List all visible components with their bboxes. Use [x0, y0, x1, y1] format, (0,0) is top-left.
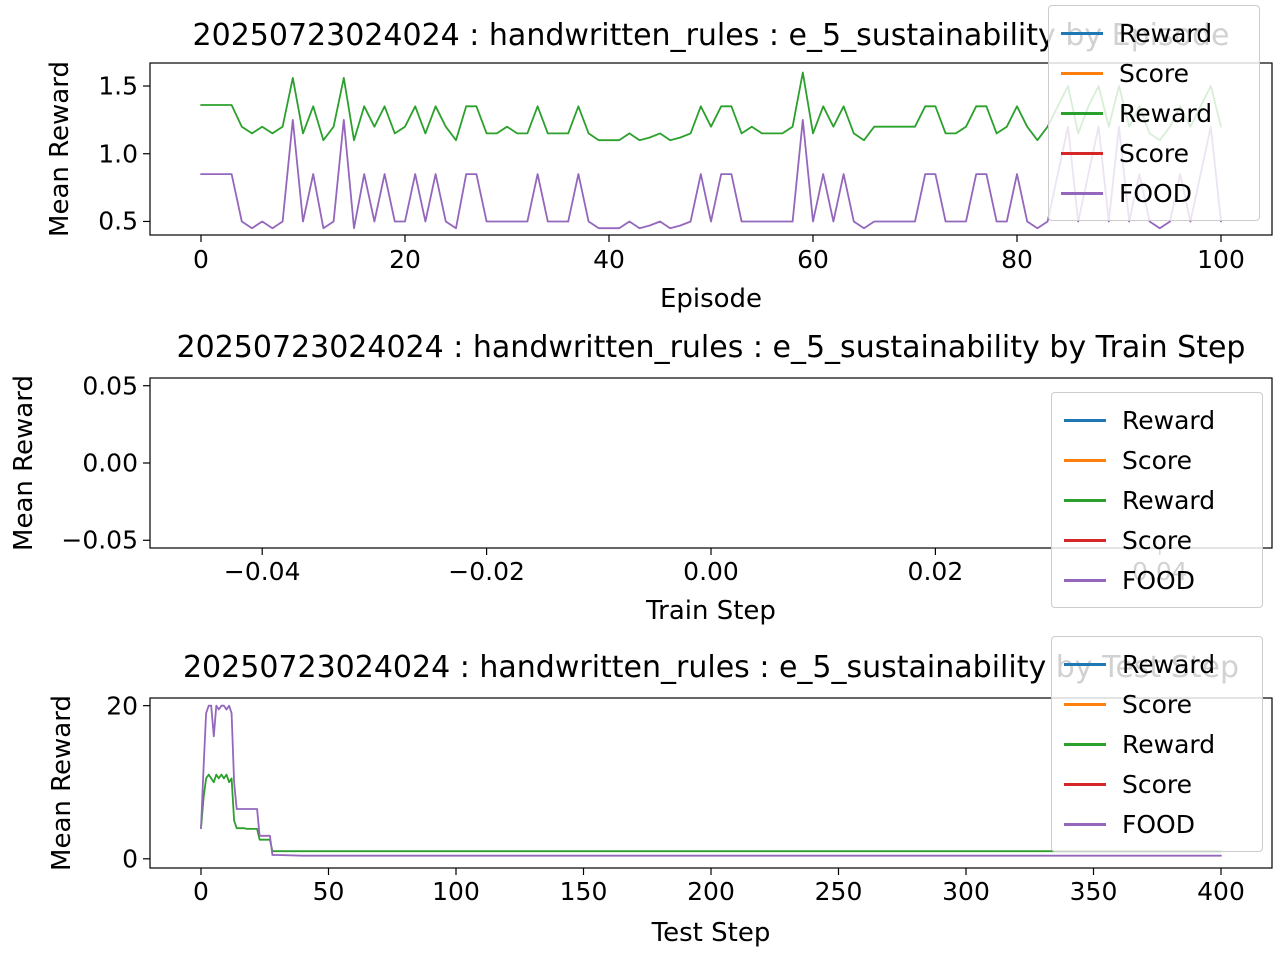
legend-item: Reward: [1064, 400, 1250, 440]
legend-item: FOOD: [1064, 560, 1250, 600]
legend-line-icon: [1064, 742, 1106, 746]
y-tick-label: −0.05: [61, 525, 138, 555]
y-axis-label: Mean Reward: [9, 375, 39, 551]
x-tick-label: 300: [942, 877, 990, 906]
x-tick-label: 0: [193, 245, 209, 274]
y-tick-label: 0: [122, 844, 138, 874]
legend-item: FOOD: [1061, 173, 1247, 213]
legend-item: Score: [1061, 133, 1247, 173]
legend-item: Score: [1064, 764, 1250, 804]
legend-label: Score: [1122, 689, 1193, 719]
legend-line-icon: [1064, 702, 1106, 706]
legend: Reward Score Reward Score FOOD: [1051, 392, 1263, 608]
legend-label: FOOD: [1122, 809, 1195, 839]
legend-label: Reward: [1122, 649, 1216, 679]
legend-label: Reward: [1122, 405, 1216, 435]
legend-item: FOOD: [1064, 804, 1250, 844]
legend-item: Reward: [1064, 644, 1250, 684]
legend-line-icon: [1061, 151, 1103, 155]
x-tick-label: 100: [1197, 245, 1245, 274]
legend-label: Score: [1119, 138, 1190, 168]
legend-label: FOOD: [1119, 178, 1192, 208]
legend-item: Score: [1064, 440, 1250, 480]
x-tick-label: −0.02: [448, 557, 525, 586]
x-tick-label: 0.02: [907, 557, 964, 586]
y-axis-label: Mean Reward: [45, 61, 75, 237]
legend-item: Reward: [1064, 480, 1250, 520]
x-tick-label: 50: [312, 877, 345, 906]
legend-item: Reward: [1061, 93, 1247, 133]
legend-label: Reward: [1119, 18, 1213, 48]
plot-area-2: [143, 697, 1273, 875]
legend-line-icon: [1064, 578, 1106, 582]
axes-frame: [149, 62, 1273, 236]
legend-line-icon: [1061, 111, 1103, 115]
x-axis-label: Episode: [659, 284, 763, 314]
legend-item: Score: [1064, 520, 1250, 560]
legend-label: Score: [1122, 769, 1193, 799]
legend-item: Score: [1061, 53, 1247, 93]
y-axis-label: Mean Reward: [47, 695, 77, 871]
x-tick-label: 350: [1069, 877, 1118, 906]
y-tick-label: 0.05: [82, 371, 138, 401]
legend-label: Score: [1119, 58, 1190, 88]
series-line-food: [200, 704, 1222, 857]
legend-line-icon: [1061, 191, 1103, 195]
chart-title: 20250723024024 : handwritten_rules : e_5…: [176, 330, 1246, 365]
legend-item: Score: [1064, 684, 1250, 724]
x-axis-label: Train Step: [646, 596, 776, 626]
x-tick-label: 150: [559, 877, 608, 906]
legend-label: Reward: [1122, 485, 1216, 515]
legend-line-icon: [1064, 498, 1106, 502]
y-tick-label: 1.5: [98, 71, 138, 101]
x-axis-label: Test Step: [651, 918, 771, 948]
x-tick-label: 0.00: [683, 557, 739, 586]
x-tick-label: 400: [1197, 877, 1245, 906]
x-tick-label: 100: [432, 877, 480, 906]
legend-label: Reward: [1122, 729, 1216, 759]
legend-line-icon: [1061, 71, 1103, 75]
x-tick-label: 20: [389, 245, 421, 274]
legend-item: Reward: [1064, 724, 1250, 764]
x-tick-label: 80: [1001, 245, 1033, 274]
legend-line-icon: [1064, 782, 1106, 786]
legend-label: FOOD: [1122, 565, 1195, 595]
x-tick-label: 60: [797, 245, 829, 274]
legend-label: Score: [1122, 525, 1193, 555]
legend-line-icon: [1064, 822, 1106, 826]
x-tick-label: 200: [687, 877, 735, 906]
legend-line-icon: [1064, 418, 1106, 422]
x-tick-label: 40: [593, 245, 625, 274]
series-line-reward: [200, 773, 1222, 853]
y-tick-label: 1.0: [98, 139, 138, 169]
legend: Reward Score Reward Score FOOD: [1048, 5, 1260, 221]
x-tick-label: −0.04: [223, 557, 301, 586]
x-tick-label: 0: [193, 877, 209, 906]
x-tick-label: 250: [814, 877, 863, 906]
y-tick-label: 0.00: [82, 448, 138, 478]
legend-label: Reward: [1119, 98, 1213, 128]
legend-line-icon: [1064, 662, 1106, 666]
legend-line-icon: [1061, 31, 1103, 35]
legend-line-icon: [1064, 538, 1106, 542]
y-tick-label: 0.5: [98, 206, 138, 236]
legend: Reward Score Reward Score FOOD: [1051, 636, 1263, 852]
legend-item: Reward: [1061, 13, 1247, 53]
legend-label: Score: [1122, 445, 1193, 475]
legend-line-icon: [1064, 458, 1106, 462]
y-tick-label: 20: [106, 691, 138, 721]
